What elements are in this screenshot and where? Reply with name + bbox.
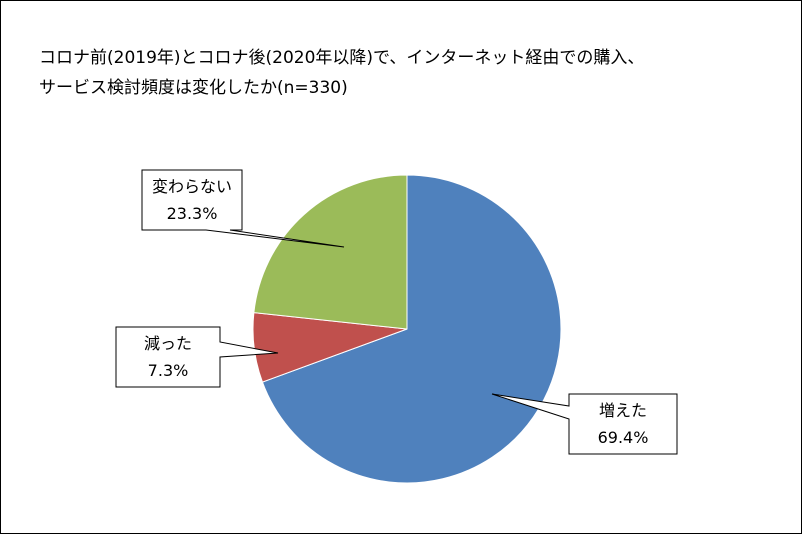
- pie-slices: [252, 174, 562, 484]
- callout-label-unchanged-value: 23.3%: [167, 204, 218, 223]
- pie-slice-unchanged: [253, 174, 408, 330]
- callout-label-unchanged-name: 変わらない: [152, 177, 232, 196]
- callout-label-decreased-name: 減った: [144, 334, 192, 353]
- callout-box-unchanged: [141, 169, 345, 248]
- callout-label-decreased-value: 7.3%: [148, 361, 189, 380]
- pie-slice-increased: [261, 174, 562, 484]
- callout-label-increased-value: 69.4%: [598, 428, 649, 447]
- chart-title-line-1: コロナ前(2019年)とコロナ後(2020年以降)で、インターネット経由での購入…: [39, 48, 645, 68]
- callout-box-decreased: [115, 326, 279, 388]
- callout-box-increased: [491, 393, 678, 455]
- callout-label-increased-name: 増えた: [599, 401, 647, 420]
- data-label-callouts: 増えた 69.4% 減った 7.3% 変わらない 23.3%: [115, 169, 678, 455]
- chart-title-line-2: サービス検討頻度は変化したか(n=330): [39, 78, 348, 98]
